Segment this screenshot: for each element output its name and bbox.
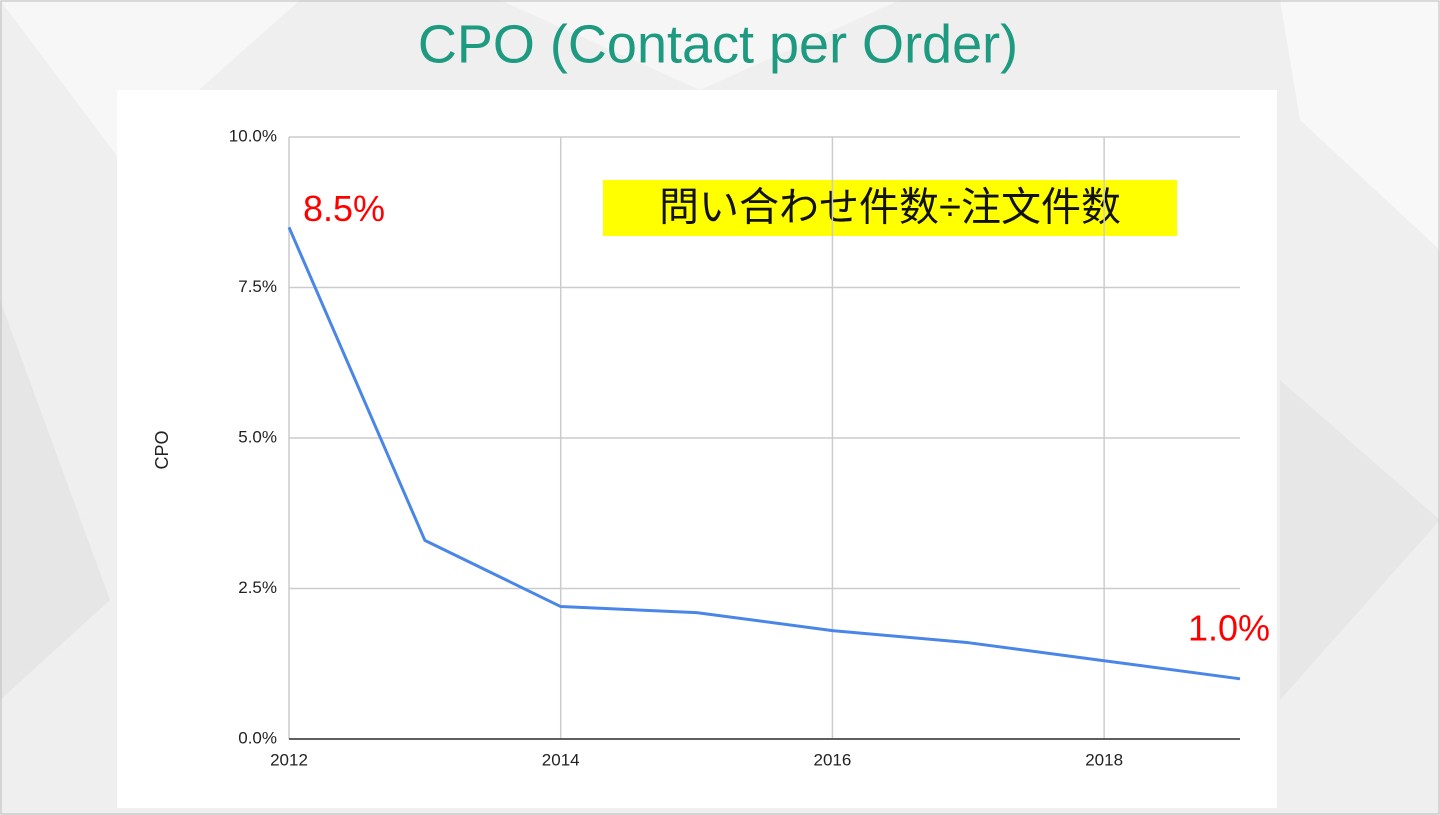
chart-title: CPO (Contact per Order) <box>418 14 1018 74</box>
y-axis-label: CPO <box>152 430 172 469</box>
y-tick-label: 5.0% <box>238 427 277 446</box>
bg-shape <box>0 300 110 700</box>
y-tick-label: 2.5% <box>238 578 277 597</box>
bg-shape <box>1280 380 1440 700</box>
data-label: 8.5% <box>303 188 385 229</box>
x-tick-label: 2016 <box>814 750 852 769</box>
x-tick-label: 2018 <box>1085 750 1123 769</box>
annotation-highlight <box>603 180 1177 236</box>
y-tick-label: 10.0% <box>229 126 277 145</box>
data-line <box>287 226 1241 681</box>
y-tick-label: 7.5% <box>238 277 277 296</box>
bg-shape <box>0 0 300 160</box>
y-tick-label: 0.0% <box>238 728 277 747</box>
bg-shape <box>500 0 900 90</box>
x-tick-label: 2014 <box>542 750 580 769</box>
x-tick-label: 2012 <box>270 750 308 769</box>
data-label: 1.0% <box>1188 607 1270 648</box>
annotation: 問い合わせ件数÷注文件数 <box>659 186 1121 230</box>
bg-shape <box>1280 0 1440 250</box>
